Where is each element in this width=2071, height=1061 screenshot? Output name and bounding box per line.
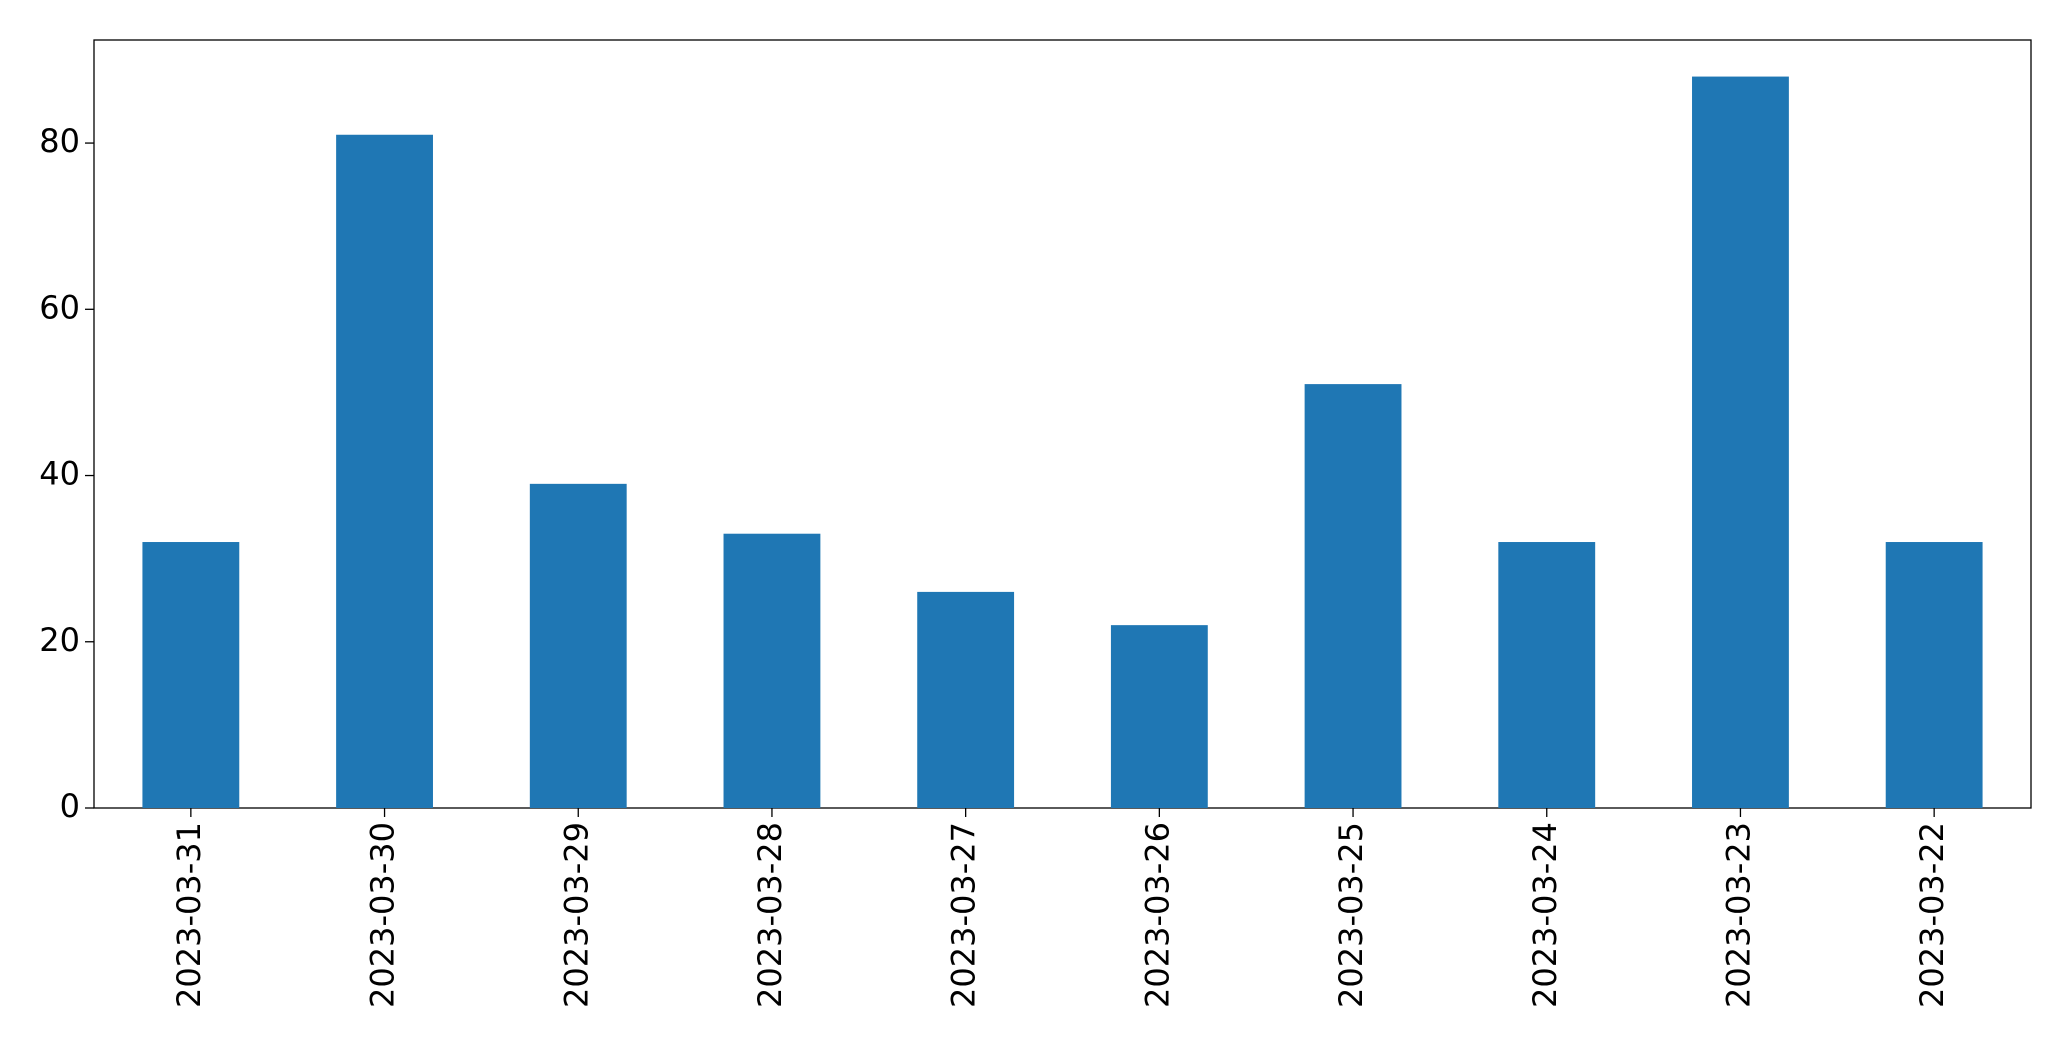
bar	[142, 542, 240, 808]
x-tick-label: 2023-03-25	[1332, 822, 1370, 1008]
x-tick-label: 2023-03-26	[1138, 822, 1176, 1008]
y-tick-label: 40	[39, 455, 80, 493]
x-tick-label: 2023-03-28	[751, 822, 789, 1008]
y-tick-label: 80	[39, 122, 80, 160]
x-tick-label: 2023-03-23	[1719, 822, 1757, 1008]
x-tick-label: 2023-03-27	[945, 822, 983, 1008]
bar	[1692, 76, 1789, 809]
x-tick-label: 2023-03-30	[364, 822, 402, 1008]
axes-frame	[93, 39, 2032, 809]
bar	[1498, 542, 1596, 808]
bar	[336, 134, 433, 809]
bar	[529, 483, 627, 808]
y-tick-label: 60	[39, 288, 80, 326]
x-tick-label: 2023-03-31	[170, 822, 208, 1008]
bar	[917, 591, 1015, 808]
y-tick-label: 0	[60, 787, 80, 825]
x-tick-label: 2023-03-24	[1526, 822, 1564, 1008]
bar	[723, 533, 821, 808]
y-tick-label: 20	[39, 621, 80, 659]
x-tick-label: 2023-03-29	[557, 822, 595, 1008]
bar	[1110, 625, 1208, 808]
bar	[1885, 542, 1983, 808]
bar	[1304, 384, 1402, 808]
x-tick-label: 2023-03-22	[1913, 822, 1951, 1008]
